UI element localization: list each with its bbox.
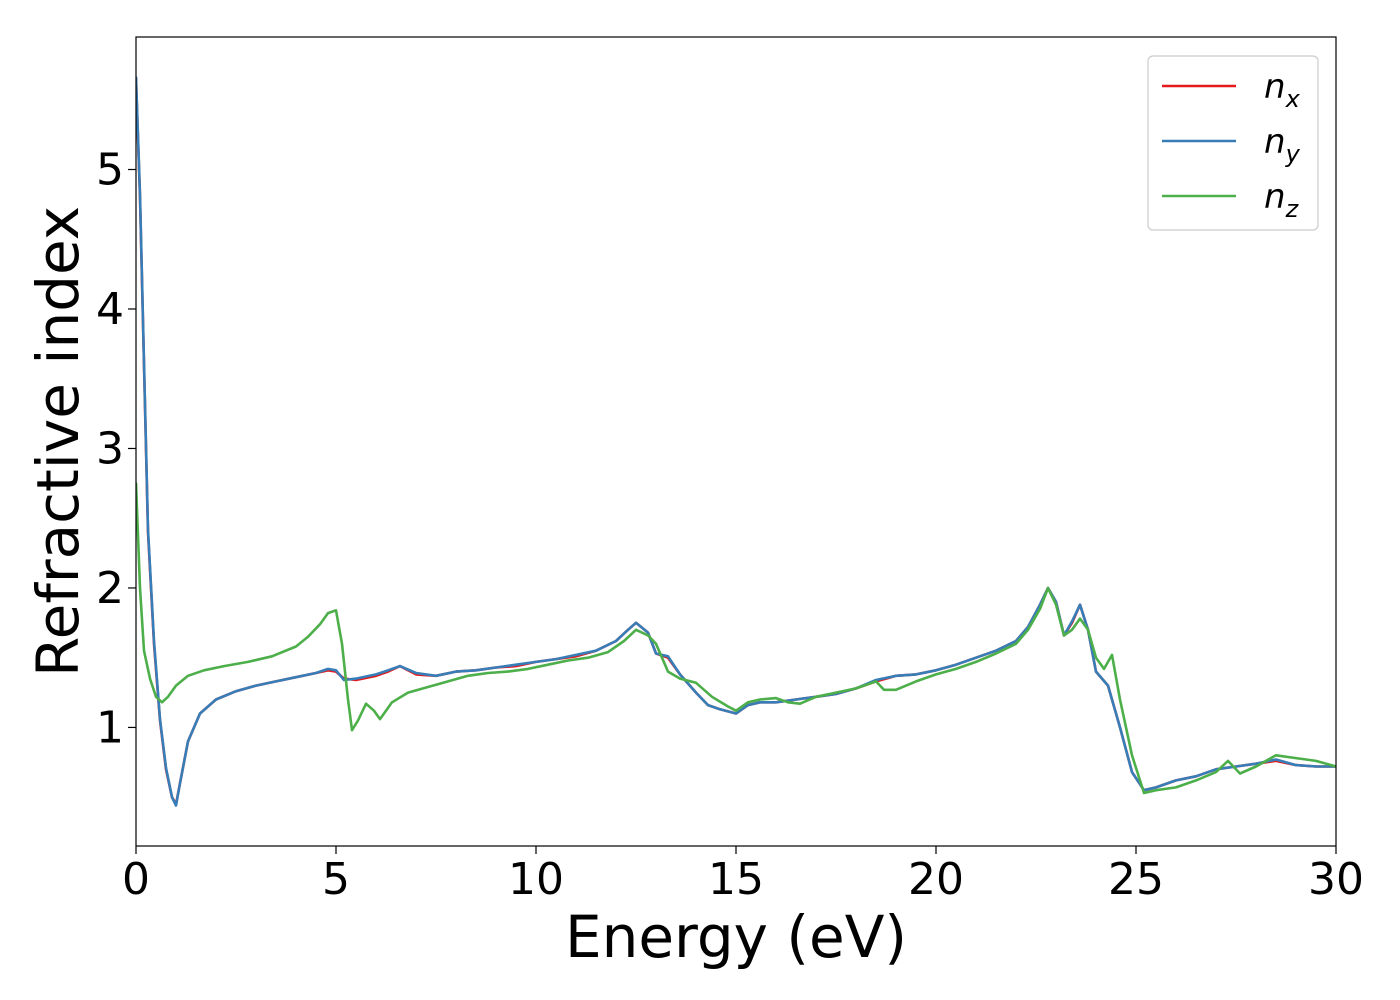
y-axis-label: Refractive index (24, 206, 92, 677)
x-tick-label: 20 (908, 854, 964, 905)
y-tick-label: 3 (96, 423, 124, 474)
legend-label-nz: nz (1264, 177, 1300, 223)
x-tick-label: 5 (322, 854, 350, 905)
plot-lines (136, 76, 1336, 807)
y-tick-label: 1 (96, 702, 124, 753)
y-tick-label: 4 (96, 284, 124, 335)
x-tick-label: 25 (1108, 854, 1164, 905)
series-line-ny (136, 76, 1336, 807)
x-tick-label: 30 (1308, 854, 1364, 905)
y-tick-label: 2 (96, 563, 124, 614)
legend-box (1147, 55, 1319, 231)
legend: nx ny nz (1147, 55, 1319, 231)
legend-label-nx: nx (1264, 67, 1301, 113)
x-tick-label: 15 (708, 854, 764, 905)
y-tick-label: 5 (96, 145, 124, 196)
legend-label-ny: ny (1264, 122, 1301, 168)
x-tick-label: 10 (508, 854, 564, 905)
x-axis-label: Energy (eV) (565, 903, 907, 971)
x-tick-label: 0 (122, 854, 150, 905)
series-line-nz (136, 482, 1336, 795)
x-axis-ticks: 0 5 10 15 20 25 30 (122, 846, 1364, 905)
y-axis-ticks: 1 2 3 4 5 (96, 145, 136, 753)
